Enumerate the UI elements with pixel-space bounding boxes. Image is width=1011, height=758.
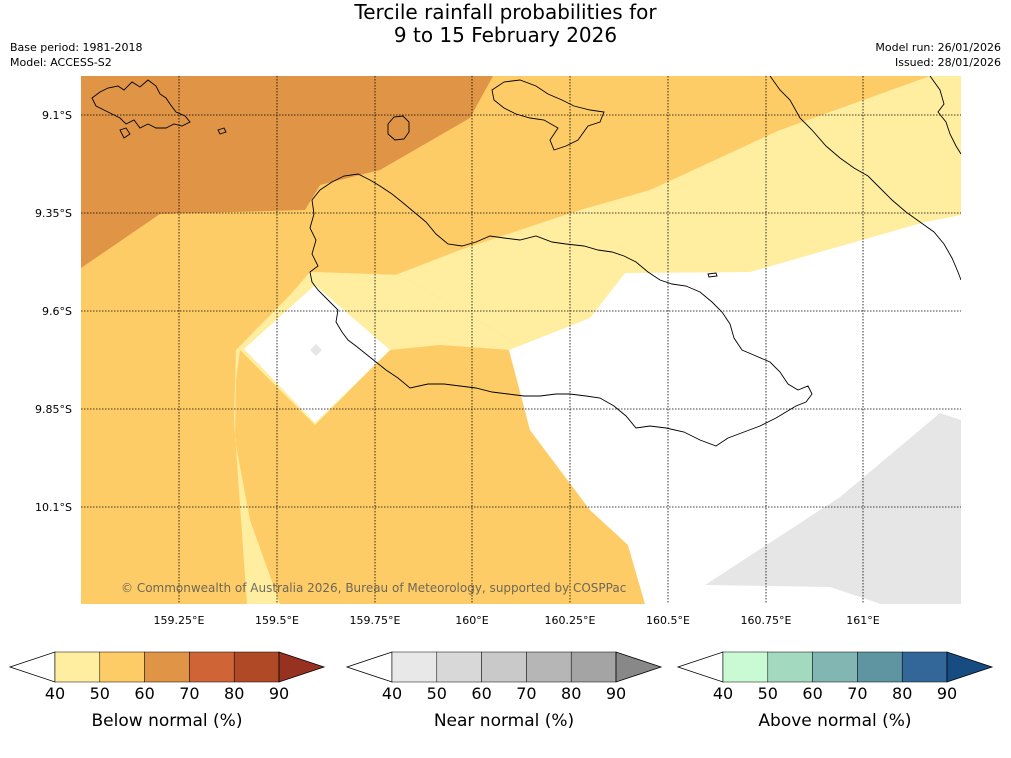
meta-right: Model run: 26/01/2026 Issued: 28/01/2026 — [875, 40, 1001, 70]
colorbar-segment — [570, 651, 617, 683]
colorbar-segment — [857, 651, 903, 683]
colorbar-tick: 40 — [713, 684, 733, 703]
colorbar-tick: 40 — [45, 684, 65, 703]
coast-santa-isabel-west — [91, 79, 191, 129]
colorbar-legends: 40 50 60 70 80 90 Below normal (%) 40 50 60 70 80 90… — [8, 651, 994, 731]
coast-islet-b — [707, 272, 718, 278]
model-name: Model: ACCESS-S2 — [10, 56, 112, 69]
colorbar-tick: 80 — [892, 684, 912, 703]
colorbar-tick: 60 — [471, 684, 491, 703]
colorbar-tick: 50 — [758, 684, 778, 703]
colorbar-tick: 80 — [224, 684, 244, 703]
coast-guadalcanal — [309, 173, 813, 447]
colorbar-tick: 90 — [606, 684, 626, 703]
lon-label: 159.25°E — [154, 614, 205, 627]
colorbar-low-extension — [345, 651, 393, 683]
colorbar-segment — [233, 651, 280, 683]
colorbar-segment — [54, 651, 101, 683]
longitude-labels: 159.25°E 159.5°E 159.75°E 160°E 160.25°E 160.… — [154, 614, 880, 627]
coast-ngella-islands — [491, 79, 605, 151]
lon-label: 160.5°E — [646, 614, 690, 627]
colorbar-low-extension — [676, 651, 724, 683]
colorbar-low-extension — [8, 651, 56, 683]
lon-label: 160.25°E — [545, 614, 596, 627]
colorbar-segment — [812, 651, 858, 683]
issued-date: Issued: 28/01/2026 — [894, 56, 1001, 69]
colorbar-tick: 50 — [427, 684, 447, 703]
model-run: Model run: 26/01/2026 — [875, 41, 1001, 54]
colorbar-segment — [99, 651, 145, 683]
lon-label: 159.5°E — [255, 614, 299, 627]
colorbar-tick: 90 — [269, 684, 289, 703]
colorbar-segment — [144, 651, 190, 683]
lat-label: 9.1°S — [42, 109, 72, 122]
colorbar: 40 50 60 70 80 90 Above normal (%) — [676, 651, 994, 731]
base-period: Base period: 1981-2018 — [10, 41, 143, 54]
lat-label: 9.6°S — [42, 305, 72, 318]
below-normal-40-50-zone-north — [310, 76, 961, 345]
graticule — [81, 76, 961, 604]
coast-small-island — [119, 127, 131, 139]
title-line-2: 9 to 15 February 2026 — [393, 23, 618, 47]
colorbar-segment — [526, 651, 572, 683]
colorbar-tick: 40 — [382, 684, 402, 703]
colorbar-title: Near normal (%) — [434, 711, 574, 731]
chart-title: Tercile rainfall probabilities for 9 to … — [0, 1, 1011, 47]
colorbar: 40 50 60 70 80 90 Below normal (%) — [8, 651, 326, 731]
lon-label: 160.75°E — [741, 614, 792, 627]
colorbar-high-extension — [278, 651, 326, 683]
title-line-1: Tercile rainfall probabilities for — [354, 0, 657, 24]
colorbar-tick: 60 — [802, 684, 822, 703]
colorbar-tick: 50 — [90, 684, 110, 703]
coast-savo-island — [387, 115, 410, 141]
below-normal-60-70-zone — [81, 76, 493, 268]
latitude-labels: 9.1°S 9.35°S 9.6°S 9.85°S 10.1°S — [35, 109, 72, 514]
colorbar-tick: 70 — [516, 684, 536, 703]
colorbar-high-extension — [946, 651, 994, 683]
lon-label: 161°E — [846, 614, 879, 627]
colorbar-tick: 70 — [847, 684, 867, 703]
colorbar-segment — [436, 651, 482, 683]
meta-left: Base period: 1981-2018 Model: ACCESS-S2 — [10, 40, 142, 70]
colorbar-segment — [189, 651, 235, 683]
colorbar-segment — [901, 651, 948, 683]
lon-label: 159.75°E — [350, 614, 401, 627]
colorbar-tick: 80 — [561, 684, 581, 703]
near-normal-40-50-zone — [705, 413, 961, 604]
colorbar-tick: 70 — [179, 684, 199, 703]
lat-label: 9.85°S — [35, 403, 72, 416]
colorbar-tick: 90 — [937, 684, 957, 703]
map-area — [81, 76, 961, 604]
lat-label: 10.1°S — [35, 501, 72, 514]
colorbar-title: Below normal (%) — [92, 711, 243, 731]
copyright-notice: © Commonwealth of Australia 2026, Bureau… — [121, 581, 626, 595]
lon-label: 160°E — [455, 614, 488, 627]
coast-malaita-north — [929, 76, 961, 155]
colorbar-segment — [767, 651, 813, 683]
lat-label: 9.35°S — [35, 207, 72, 220]
colorbar: 40 50 60 70 80 90 Near normal (%) — [345, 651, 663, 731]
colorbar-segment — [722, 651, 769, 683]
colorbar-tick: 60 — [134, 684, 154, 703]
colorbar-segment — [481, 651, 527, 683]
coast-islet-a — [217, 127, 227, 135]
colorbar-title: Above normal (%) — [758, 711, 911, 731]
marker-diamond — [310, 344, 322, 356]
colorbar-segment — [391, 651, 438, 683]
colorbar-high-extension — [615, 651, 663, 683]
